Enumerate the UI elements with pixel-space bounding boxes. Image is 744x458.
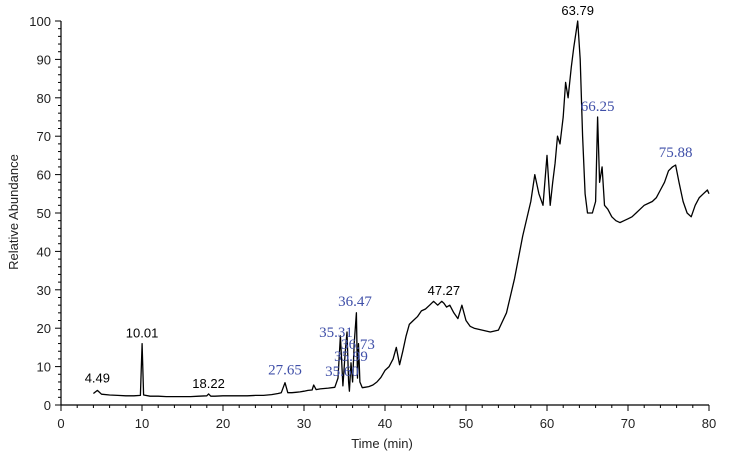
y-tick-label: 0 <box>44 398 51 413</box>
peak-label: 47.27 <box>428 283 461 298</box>
x-axis-ticks: 0 10 20 30 40 50 60 70 80 <box>57 405 716 431</box>
peak-label: 4.49 <box>85 370 110 385</box>
chromatogram-trace <box>93 20 710 398</box>
x-tick-label: 70 <box>621 416 635 431</box>
peak-label: 75.88 <box>659 145 693 161</box>
y-tick-label: 80 <box>37 91 51 106</box>
peak-label: 36.73 <box>341 337 375 353</box>
peak-label: 10.01 <box>126 326 159 341</box>
peak-label: 36.47 <box>338 294 372 310</box>
x-tick-label: 30 <box>297 416 311 431</box>
x-tick-label: 40 <box>378 416 392 431</box>
peak-label: 35.60 <box>325 364 359 380</box>
x-tick-label: 10 <box>135 416 149 431</box>
x-tick-label: 20 <box>216 416 230 431</box>
x-tick-label: 60 <box>540 416 554 431</box>
y-tick-label: 40 <box>37 244 51 259</box>
y-axis-title: Relative Abundance <box>6 154 21 270</box>
x-tick-label: 50 <box>459 416 473 431</box>
x-tick-label: 80 <box>702 416 716 431</box>
peak-label: 35.31 <box>319 325 353 341</box>
y-tick-label: 100 <box>29 14 51 29</box>
x-tick-label: 0 <box>57 416 64 431</box>
y-tick-label: 30 <box>37 283 51 298</box>
peak-label: 18.22 <box>192 376 225 391</box>
y-axis-ticks: 0 10 20 30 40 50 60 70 80 90 100 <box>29 14 61 413</box>
peak-label: 63.79 <box>561 3 594 18</box>
x-axis-title: Time (min) <box>351 436 413 451</box>
y-tick-label: 20 <box>37 321 51 336</box>
peak-label: 66.25 <box>581 99 615 115</box>
y-tick-label: 70 <box>37 129 51 144</box>
axes <box>60 21 709 406</box>
y-tick-label: 90 <box>37 52 51 67</box>
y-tick-label: 60 <box>37 168 51 183</box>
y-tick-label: 50 <box>37 206 51 221</box>
peak-label: 35.99 <box>334 349 368 365</box>
y-tick-label: 10 <box>37 360 51 375</box>
peak-label: 27.65 <box>268 363 302 379</box>
